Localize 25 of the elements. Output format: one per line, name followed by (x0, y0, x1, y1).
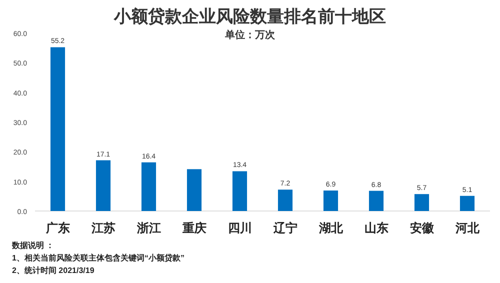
x-tick-label: 江苏 (90, 221, 116, 235)
bar (278, 190, 293, 211)
text: 数据说明 ： (11, 241, 54, 250)
bar (186, 169, 202, 211)
x-tick-label: 浙江 (136, 221, 161, 235)
x-tick-label: 重庆 (181, 221, 206, 235)
bar (368, 190, 384, 211)
bar (50, 47, 66, 211)
bar (323, 190, 338, 211)
chart-subtitle: 单位：万次 (224, 29, 276, 41)
bar (414, 194, 430, 211)
bar (460, 196, 475, 211)
chart-title: 小额贷款企业风险数量排名前十地区 (113, 7, 386, 26)
x-tick-label: 河北 (454, 221, 480, 235)
x-tick-label: 四川 (228, 221, 252, 235)
text: 2、统计时间 2021/3/19 (12, 266, 95, 275)
text: 1、相关当前风险关联主体包含关键词“小额贷款” (12, 252, 184, 262)
x-tick-label: 安徽 (410, 221, 435, 235)
bar (96, 160, 111, 211)
x-tick-label: 山东 (364, 221, 388, 235)
x-tick-label: 辽宁 (272, 221, 298, 235)
x-tick-label: 湖北 (318, 221, 344, 235)
bar (141, 162, 156, 211)
x-tick-label: 广东 (44, 221, 70, 235)
bar (232, 171, 248, 211)
